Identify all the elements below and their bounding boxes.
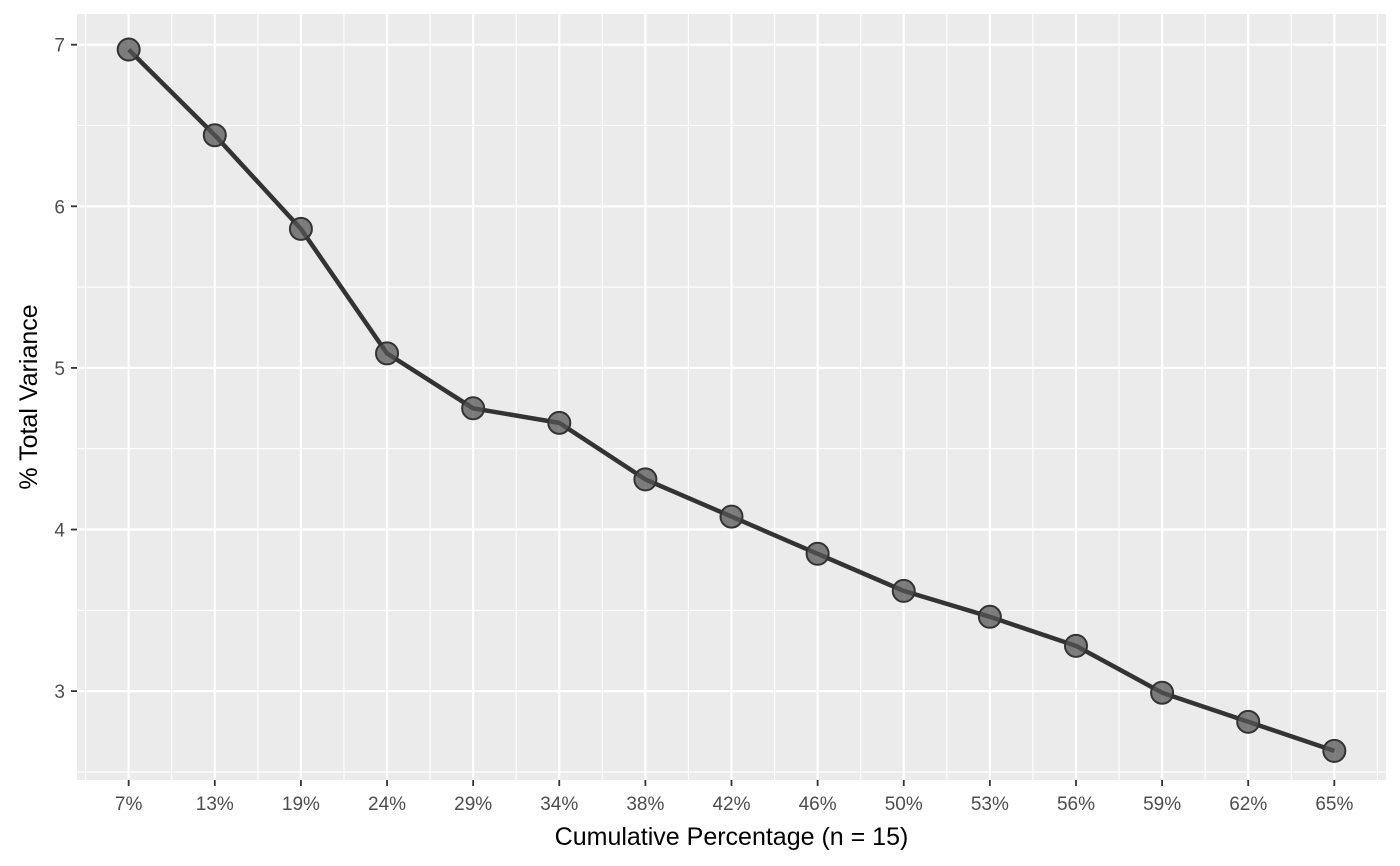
data-point-19pct xyxy=(288,216,313,241)
y-tick-label: 6 xyxy=(54,197,65,218)
data-point-56pct xyxy=(1063,633,1088,658)
data-point-50pct xyxy=(891,578,916,603)
y-tick-label: 7 xyxy=(54,36,65,57)
x-tick-label: 42% xyxy=(712,794,750,815)
data-point-34pct xyxy=(547,410,572,435)
x-tick-label: 62% xyxy=(1229,794,1267,815)
y-axis-title: % Total Variance xyxy=(15,304,43,489)
x-tick-label: 34% xyxy=(540,794,578,815)
y-axis: 3 4 5 6 7 xyxy=(54,36,77,703)
x-tick-label: 65% xyxy=(1315,794,1353,815)
x-tick-label: 50% xyxy=(885,794,923,815)
x-tick-label: 13% xyxy=(196,794,234,815)
data-point-62pct xyxy=(1236,709,1261,734)
y-tick-label: 4 xyxy=(54,521,65,542)
data-point-13pct xyxy=(202,123,227,148)
data-point-24pct xyxy=(375,341,400,366)
x-tick-label: 7% xyxy=(115,794,143,815)
x-tick-label: 46% xyxy=(799,794,837,815)
x-tick-label: 59% xyxy=(1143,794,1181,815)
data-point-46pct xyxy=(805,541,830,566)
data-point-53pct xyxy=(977,604,1002,629)
data-point-38pct xyxy=(633,467,658,492)
x-tick-label: 24% xyxy=(368,794,406,815)
x-tick-label: 38% xyxy=(626,794,664,815)
data-point-29pct xyxy=(461,396,486,421)
y-tick-label: 5 xyxy=(54,359,65,380)
x-axis-title: Cumulative Percentage (n = 15) xyxy=(555,823,909,851)
data-point-59pct xyxy=(1150,680,1175,705)
data-point-65pct xyxy=(1322,738,1347,763)
y-tick-label: 3 xyxy=(54,682,65,703)
series-layer xyxy=(116,37,1347,763)
x-tick-label: 19% xyxy=(282,794,320,815)
data-point-42pct xyxy=(719,504,744,529)
x-tick-label: 29% xyxy=(454,794,492,815)
data-point-7pct xyxy=(116,37,141,62)
x-axis: 7% 13% 19% 24% 29% 34% 38% 42% 46% 50% 53% 56% 59% 62… xyxy=(115,780,1353,815)
minor-gridlines xyxy=(77,14,1386,780)
x-tick-label: 56% xyxy=(1057,794,1095,815)
x-tick-label: 53% xyxy=(971,794,1009,815)
